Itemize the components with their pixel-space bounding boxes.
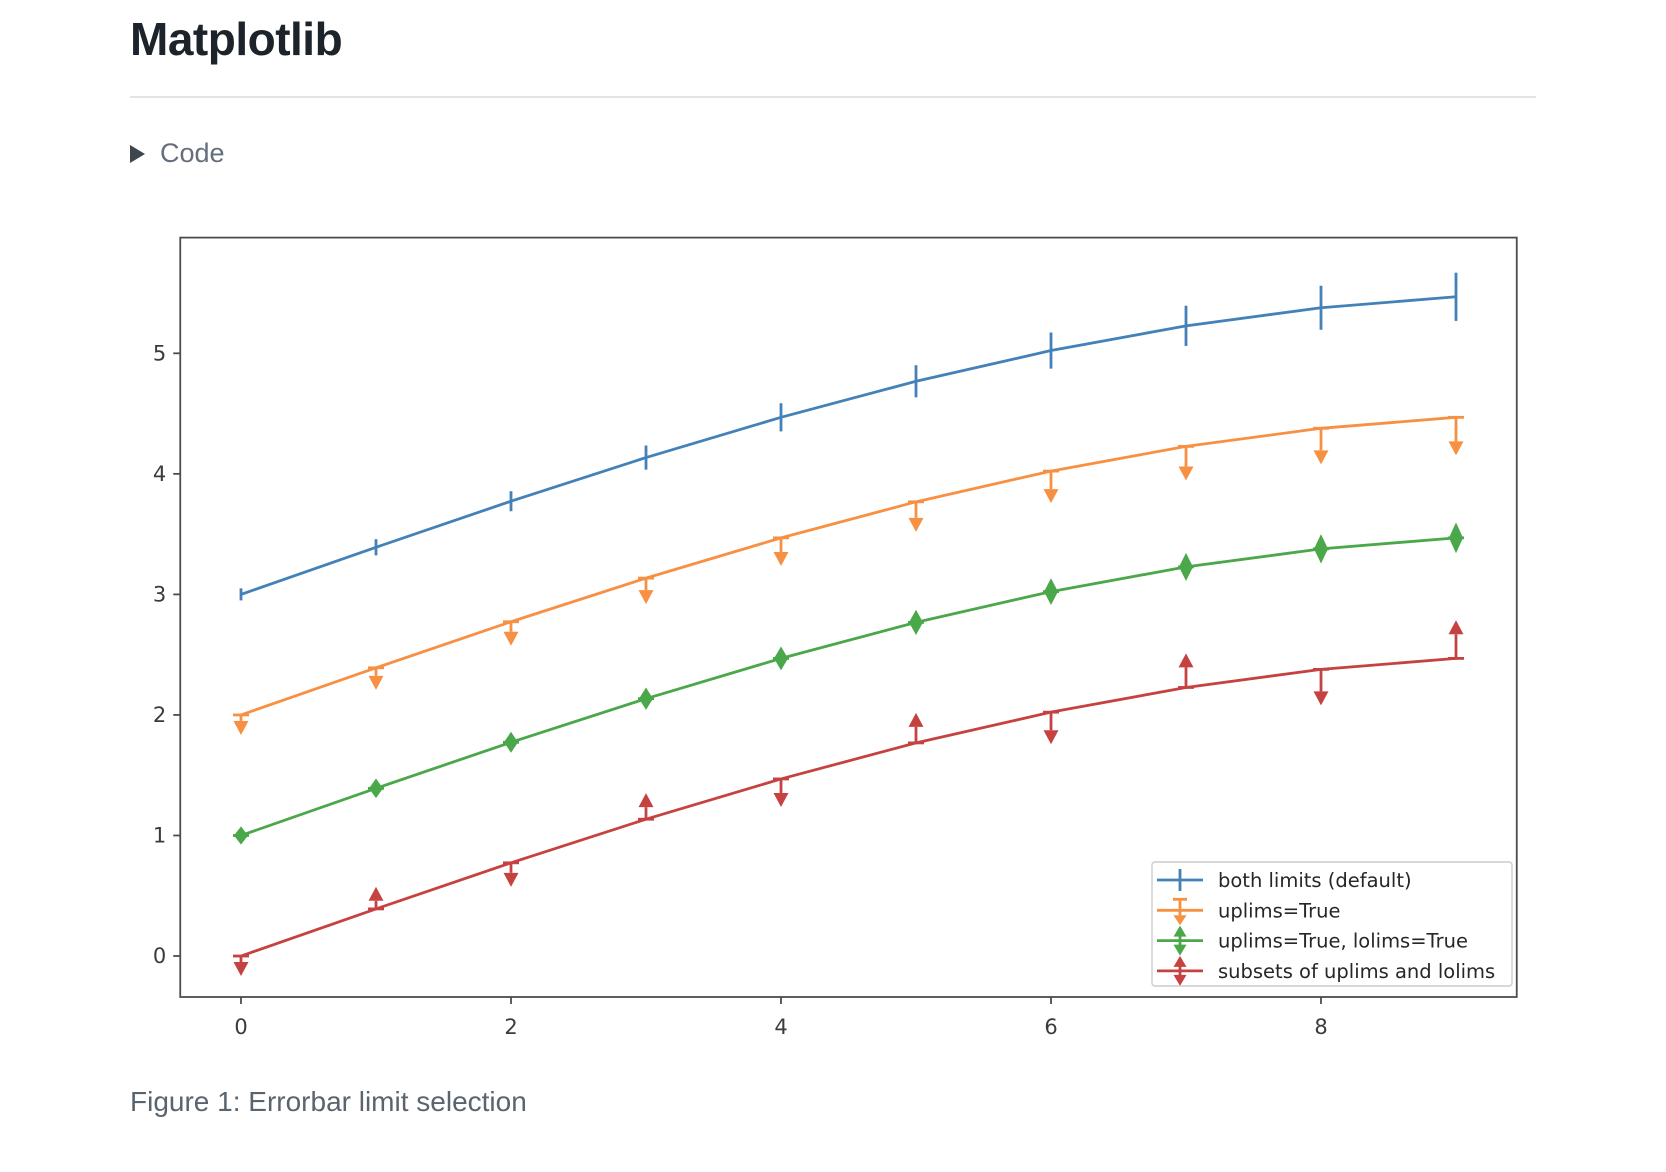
series-3 bbox=[233, 522, 1464, 845]
svg-text:4: 4 bbox=[153, 462, 166, 486]
svg-text:6: 6 bbox=[1044, 1015, 1057, 1039]
series-4 bbox=[233, 620, 1464, 977]
svg-text:uplims=True, lolims=True: uplims=True, lolims=True bbox=[1218, 930, 1468, 953]
series-2 bbox=[233, 415, 1464, 735]
svg-text:2: 2 bbox=[504, 1015, 517, 1039]
svg-text:subsets of uplims and lolims: subsets of uplims and lolims bbox=[1218, 960, 1495, 983]
heading-divider bbox=[130, 96, 1536, 98]
svg-text:8: 8 bbox=[1314, 1015, 1327, 1039]
svg-text:4: 4 bbox=[774, 1015, 787, 1039]
legend-box bbox=[1151, 861, 1513, 987]
chart-legend: both limits (default) uplims=True uplims=T… bbox=[1151, 861, 1513, 987]
axes-frame bbox=[179, 236, 1518, 998]
svg-text:3: 3 bbox=[153, 582, 166, 606]
svg-text:1: 1 bbox=[153, 823, 166, 847]
axis-ticks: 0 2 4 6 8 0 1 2 3 4 5 bbox=[153, 341, 1328, 1039]
page-title: Matplotlib bbox=[130, 13, 343, 65]
legend-entry-3: uplims=True, lolims=True bbox=[1157, 925, 1468, 956]
svg-text:0: 0 bbox=[234, 1015, 247, 1039]
legend-entry-4: subsets of uplims and lolims bbox=[1157, 955, 1495, 986]
code-disclosure-toggle[interactable]: Code bbox=[130, 138, 225, 169]
series-line bbox=[240, 536, 1457, 837]
svg-text:uplims=True: uplims=True bbox=[1218, 899, 1340, 922]
figure-caption: Figure 1: Errorbar limit selection bbox=[130, 1086, 527, 1117]
svg-text:0: 0 bbox=[153, 944, 166, 968]
disclosure-triangle-icon bbox=[130, 144, 145, 163]
legend-entry-1: both limits (default) bbox=[1157, 869, 1412, 892]
svg-text:2: 2 bbox=[153, 703, 166, 727]
code-toggle-label: Code bbox=[160, 138, 225, 168]
legend-entry-2: uplims=True bbox=[1157, 897, 1340, 926]
svg-text:both limits (default): both limits (default) bbox=[1218, 869, 1412, 892]
series-line bbox=[240, 295, 1457, 596]
svg-text:5: 5 bbox=[153, 341, 166, 365]
series-line bbox=[240, 657, 1457, 958]
series-1 bbox=[239, 272, 1458, 601]
series-line bbox=[240, 415, 1457, 717]
